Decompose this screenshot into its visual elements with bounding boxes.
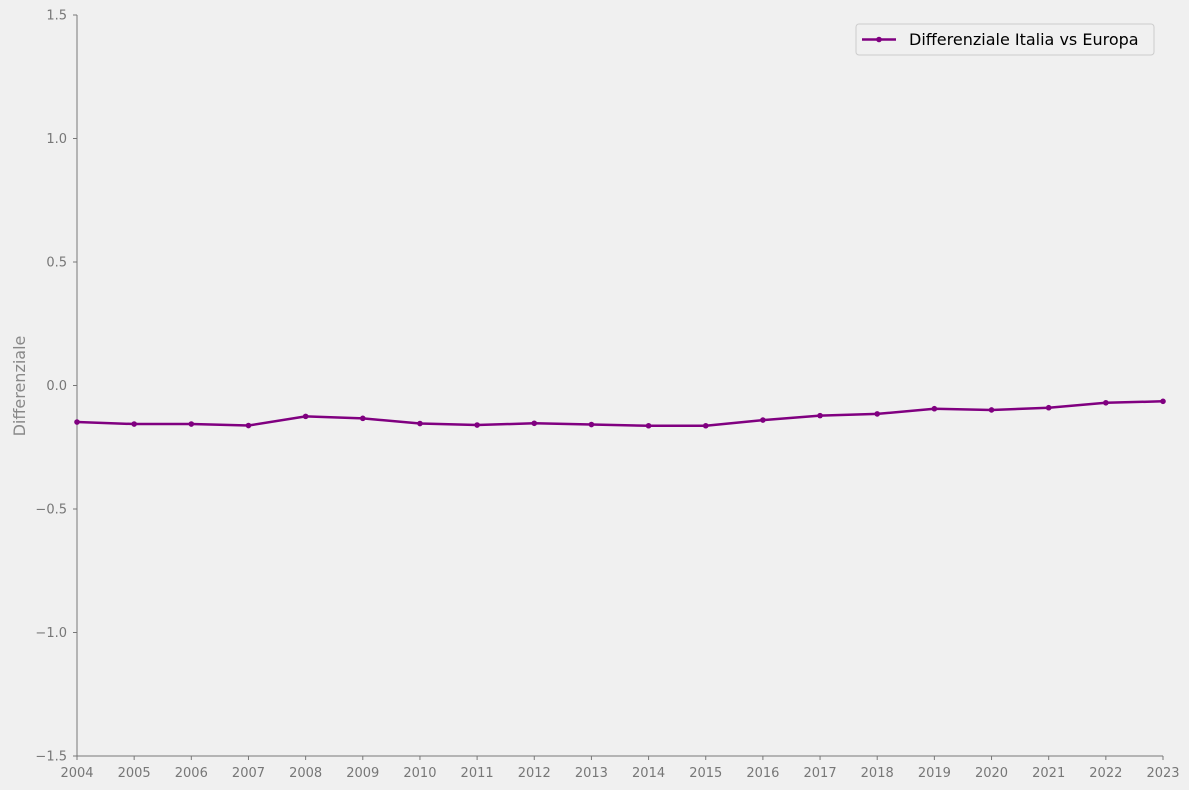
y-tick-label: 0.0 (46, 379, 67, 394)
data-point (874, 411, 881, 417)
x-tick-label: 2016 (746, 766, 779, 781)
x-tick-label: 2005 (118, 766, 151, 781)
x-tick-label: 2015 (689, 766, 722, 781)
x-tick-label: 2011 (461, 766, 494, 781)
data-point (588, 421, 595, 428)
x-tick-label: 2009 (346, 766, 379, 781)
y-tick-label: 1.5 (46, 9, 67, 24)
legend-swatch-marker (876, 36, 882, 43)
data-point (988, 407, 995, 413)
x-tick-label: 2022 (1089, 766, 1122, 781)
x-tick-label: 2018 (861, 766, 894, 781)
x-axis-ticks: 2004 2005 2006 2007 2008 2009 2010 2011 2012 2013… (60, 756, 1180, 781)
data-point (474, 422, 480, 428)
legend: Differenziale Italia vs Europa (855, 23, 1155, 56)
x-tick-label: 2004 (60, 766, 93, 781)
data-point (302, 413, 309, 420)
x-tick-label: 2010 (403, 766, 436, 781)
y-tick-label: −1.0 (35, 626, 67, 641)
data-point (1045, 404, 1052, 411)
x-tick-label: 2013 (575, 766, 608, 781)
y-axis-title: Differenziale (10, 336, 29, 437)
x-tick-label: 2014 (632, 766, 665, 781)
data-point (702, 422, 709, 429)
y-tick-label: −0.5 (35, 503, 67, 518)
y-tick-label: 0.5 (46, 256, 67, 271)
data-point (417, 420, 423, 427)
x-tick-label: 2006 (175, 766, 208, 781)
legend-label: Differenziale Italia vs Europa (909, 30, 1139, 49)
x-tick-label: 2021 (1032, 766, 1065, 781)
data-point (131, 421, 137, 427)
data-point (359, 415, 366, 422)
y-axis-ticks: −1.5 −1.0 −0.5 0.0 0.5 1.0 1.5 (35, 9, 77, 765)
series-layer (74, 398, 1166, 429)
data-point (188, 421, 195, 427)
x-tick-label: 2020 (975, 766, 1008, 781)
legend-box (855, 23, 1155, 56)
data-point (1160, 398, 1166, 405)
y-tick-label: −1.5 (35, 750, 67, 765)
data-point (531, 420, 538, 427)
data-point (760, 417, 766, 423)
data-point (245, 422, 252, 429)
x-tick-label: 2017 (804, 766, 837, 781)
x-tick-label: 2008 (289, 766, 322, 781)
y-tick-label: 1.0 (46, 132, 67, 147)
x-tick-label: 2007 (232, 766, 265, 781)
data-point (645, 422, 652, 429)
data-point (74, 419, 80, 425)
axes (76, 15, 1163, 757)
data-point (1103, 399, 1109, 406)
data-point (817, 412, 823, 419)
x-tick-label: 2012 (518, 766, 551, 781)
data-point (931, 405, 938, 412)
x-tick-label: 2019 (918, 766, 951, 781)
series-line (75, 400, 1165, 428)
x-tick-label: 2023 (1146, 766, 1179, 781)
